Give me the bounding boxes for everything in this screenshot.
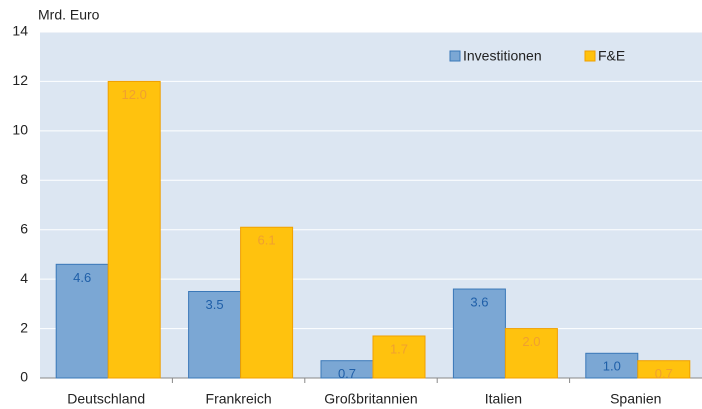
data-label: 3.6 — [470, 294, 488, 309]
x-tick-label: Spanien — [610, 391, 661, 407]
legend-swatch — [449, 50, 461, 62]
legend-swatch — [584, 50, 596, 62]
y-tick-label: 8 — [20, 171, 28, 187]
x-tick-label: Frankreich — [206, 391, 272, 407]
y-tick-label: 12 — [12, 72, 28, 88]
x-tick-label: Großbritannien — [324, 391, 417, 407]
x-tick-label: Deutschland — [67, 391, 145, 407]
y-tick-label: 2 — [20, 319, 28, 335]
bar — [585, 352, 639, 379]
data-label: 4.6 — [73, 270, 91, 285]
data-label: 3.5 — [206, 297, 224, 312]
data-label: 6.1 — [258, 233, 276, 248]
data-label: 2.0 — [522, 334, 540, 349]
bar — [637, 360, 691, 379]
y-tick-label: 4 — [20, 270, 28, 286]
bar — [107, 80, 161, 379]
y-tick-label: 14 — [12, 23, 28, 39]
data-label: 12.0 — [122, 87, 147, 102]
y-axis-label: Mrd. Euro — [38, 7, 100, 23]
bar — [504, 328, 558, 379]
bar — [372, 335, 426, 379]
x-tick-label: Italien — [485, 391, 522, 407]
legend-label: F&E — [598, 48, 625, 64]
data-label: 1.7 — [390, 341, 408, 356]
y-tick-label: 10 — [12, 122, 28, 138]
y-tick-label: 6 — [20, 220, 28, 236]
y-tick-label: 0 — [20, 369, 28, 385]
data-label: 1.0 — [603, 359, 621, 374]
data-label: 0.7 — [338, 366, 356, 381]
legend-label: Investitionen — [463, 48, 542, 64]
data-label: 0.7 — [655, 366, 673, 381]
bar — [188, 291, 242, 379]
bar — [240, 226, 294, 379]
bar — [452, 288, 506, 379]
bar — [55, 263, 109, 379]
